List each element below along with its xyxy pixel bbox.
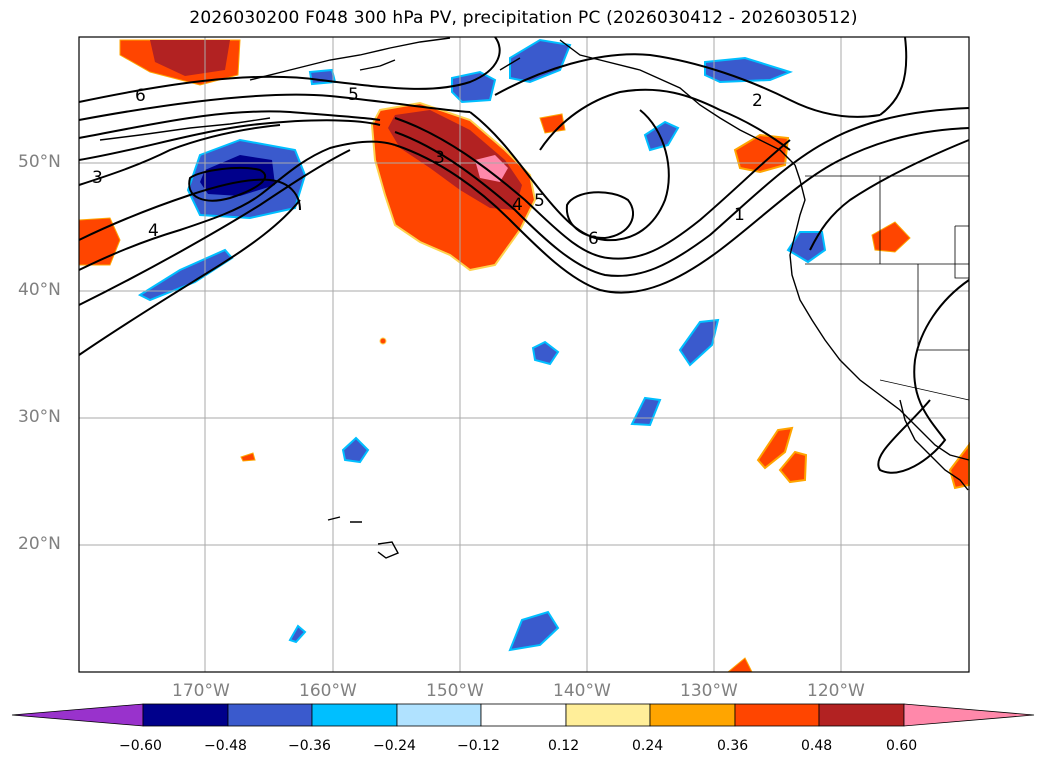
precip-positive-blob-small1 (240, 452, 256, 462)
colorbar-swatch (734, 703, 820, 727)
us-borders (805, 175, 970, 401)
pv-contour-3-inner (78, 124, 281, 186)
lon-label: 150°W (426, 681, 484, 701)
pv-trough-2 (394, 107, 970, 277)
colorbar (11, 703, 1035, 727)
colorbar-swatch (396, 703, 482, 727)
pv-contour-inner-loop (188, 167, 267, 202)
colorbar-swatch (227, 703, 313, 727)
lat-label: 30°N (18, 407, 61, 427)
pv-closed-low-6 (565, 191, 634, 240)
colorbar-swatch (818, 703, 905, 727)
colorbar-tick-label: 0.36 (717, 738, 749, 754)
colorbar-tick-label: −0.24 (373, 738, 416, 754)
precip-negative-blob-n3 (704, 56, 793, 84)
colorbar-tick-label: −0.48 (204, 738, 247, 754)
pv-contour-3-west (78, 119, 381, 161)
colorbar-swatch (142, 703, 229, 727)
precip-negative-blob-n1 (451, 70, 497, 104)
pv-contour-4-west (78, 110, 381, 139)
precip-positive-blob-e1 (756, 426, 794, 470)
pv-contour-south-2 (78, 199, 301, 356)
lat-label: 20°N (18, 534, 61, 554)
colorbar-tick-label: 0.60 (886, 738, 918, 754)
lon-label: 120°W (807, 681, 865, 701)
map-title: 2026030200 F048 300 hPa PV, precipitatio… (189, 8, 858, 28)
lon-label: 130°W (680, 681, 738, 701)
precip-positive-blob-e2 (778, 450, 808, 484)
precip-positive-core-central (388, 110, 522, 210)
precip-negative-blob-n2 (509, 38, 572, 84)
precip-negative-blob-mid2 (678, 318, 720, 367)
colorbar-swatch (565, 703, 651, 727)
map-frame (78, 36, 970, 673)
precip-negative-blob-n4 (643, 120, 680, 152)
pv-trough-3 (394, 117, 791, 260)
colorbar-tick-label: −0.36 (288, 738, 331, 754)
lat-label: 50°N (18, 152, 61, 172)
pv-ridge-2 (494, 53, 881, 118)
pv-southeast-loop (877, 279, 970, 474)
lat-label: 40°N (18, 280, 61, 300)
colorbar-tick-label: 0.12 (548, 738, 580, 754)
lon-label: 160°W (299, 681, 357, 701)
nw-coast (789, 164, 970, 461)
contour-label: 3 (434, 148, 445, 168)
pv-east-ridge-2 (809, 139, 970, 251)
colorbar-swatch (480, 703, 567, 727)
contour-label: 3 (92, 168, 103, 188)
pv-ridge-1 (539, 88, 791, 151)
colorbar-extend-low (11, 703, 144, 727)
contour-label: 1 (734, 205, 745, 225)
precip-negative-blob-s2 (288, 624, 307, 644)
hawaii (327, 516, 399, 559)
colorbar-swatch (311, 703, 398, 727)
contour-label: 4 (148, 221, 159, 241)
contour-labels: 6 5 3 4 3 4 5 6 2 1 (92, 85, 763, 249)
pv-contour-south-1 (78, 149, 351, 306)
precip-negative-blob-mid1 (531, 340, 560, 366)
pv-lower-trough (78, 178, 301, 241)
alaska-coast (99, 37, 796, 166)
plot-area (79, 37, 969, 672)
colorbar-swatch (649, 703, 736, 727)
colorbar-tick-label: −0.60 (119, 738, 162, 754)
graticule (79, 37, 969, 672)
pv-contour-5-west (78, 93, 471, 121)
pv-trough-1 (394, 127, 970, 294)
contour-label: 5 (534, 191, 545, 211)
contour-label: 5 (348, 85, 359, 105)
precip-positive-blob-n6 (539, 113, 566, 134)
contour-label: 2 (752, 91, 763, 111)
precip-negative-blob-mid4 (341, 436, 370, 464)
lon-label: 140°W (553, 681, 611, 701)
pv-contour-6-west (78, 36, 501, 103)
pv-trough-4 (469, 109, 670, 242)
contour-label: 4 (512, 195, 523, 215)
contour-label: 6 (135, 86, 146, 106)
precip-positive-blob-small2 (379, 337, 387, 345)
colorbar-tick-label: 0.24 (632, 738, 664, 754)
colorbar-tick-label: −0.12 (457, 738, 500, 754)
colorbar-tick-label: 0.48 (801, 738, 833, 754)
precip-positive-peak-central (475, 155, 508, 182)
pv-contour-4-inner (78, 140, 396, 271)
baja-peninsula (899, 399, 969, 491)
pv-contours (78, 36, 970, 474)
coastlines (99, 37, 970, 559)
lon-label: 170°W (172, 681, 230, 701)
colorbar-extend-high (903, 703, 1035, 727)
contour-label: 6 (588, 229, 599, 249)
precip-positive-core-nw (150, 40, 230, 76)
precip-negative-blob-s1 (508, 610, 560, 652)
precip-positive-blob-interior (871, 221, 911, 253)
pv-east-ridge (879, 36, 908, 116)
